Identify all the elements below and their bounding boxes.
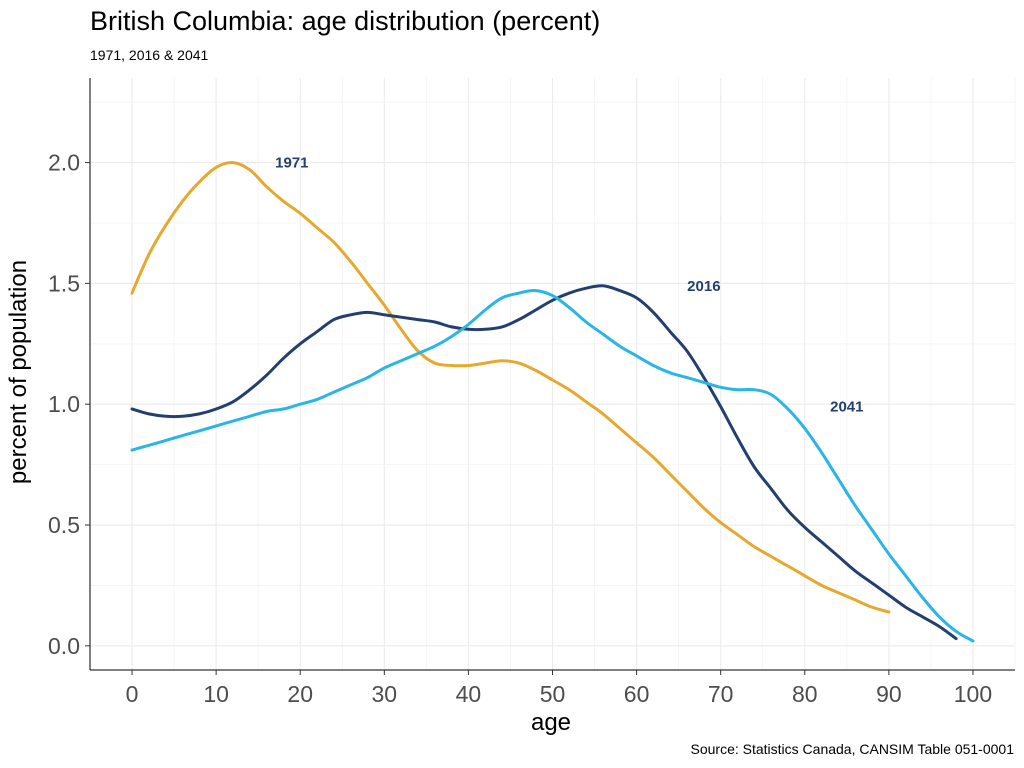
- series-line-1971: [130, 161, 891, 614]
- source-caption: Source: Statistics Canada, CANSIM Table …: [690, 741, 1014, 757]
- y-tick-label: 0.0: [48, 633, 80, 659]
- series-labels: 1971 2016 2041: [275, 155, 863, 416]
- x-tick-label: 70: [708, 681, 734, 707]
- chart-subtitle: 1971, 2016 & 2041: [90, 47, 209, 63]
- x-tick-label: 50: [540, 681, 566, 707]
- x-tick-label: 0: [126, 681, 139, 707]
- tick-labels: 0 10 20 30 40 50 60 70 80 90 100 0.0 0.5 1.0 1.5 2.0: [48, 150, 992, 707]
- x-tick-label: 60: [624, 681, 650, 707]
- y-tick-label: 0.5: [48, 512, 80, 538]
- series-lines: [130, 161, 975, 643]
- y-tick-label: 1.5: [48, 270, 80, 296]
- series-label-1971: 1971: [275, 155, 308, 172]
- axes: [85, 78, 1015, 675]
- x-tick-label: 40: [456, 681, 482, 707]
- y-axis-title: percent of population: [5, 260, 32, 484]
- series-line-2041: [130, 289, 975, 643]
- x-tick-label: 80: [792, 681, 818, 707]
- x-tick-label: 90: [876, 681, 902, 707]
- y-tick-label: 1.0: [48, 391, 80, 417]
- series-label-2041: 2041: [830, 399, 863, 416]
- x-tick-label: 20: [287, 681, 313, 707]
- series-label-2016: 2016: [687, 278, 720, 295]
- y-tick-label: 2.0: [48, 150, 80, 176]
- chart-title: British Columbia: age distribution (perc…: [90, 6, 601, 36]
- grid-lines: [89, 78, 1016, 670]
- x-tick-label: 10: [203, 681, 229, 707]
- x-tick-label: 30: [372, 681, 398, 707]
- series-line-2016: [130, 284, 958, 641]
- x-axis-title: age: [531, 709, 571, 736]
- x-tick-label: 100: [954, 681, 992, 707]
